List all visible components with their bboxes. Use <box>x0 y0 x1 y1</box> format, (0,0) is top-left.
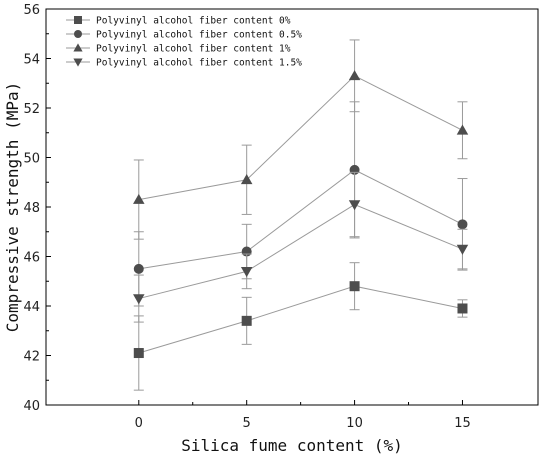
data-point <box>133 193 145 204</box>
legend: Polyvinyl alcohol fiber content 0% Polyvi… <box>66 16 302 69</box>
data-point <box>240 267 253 278</box>
y-tick-label: 44 <box>23 300 40 315</box>
y-tick-label: 50 <box>23 152 40 167</box>
data-point <box>456 124 469 135</box>
data-point <box>240 174 253 185</box>
legend-marker <box>74 30 82 38</box>
data-point <box>457 219 468 230</box>
series-1 <box>133 101 468 307</box>
legend-label: Polyvinyl alcohol fiber content 1.5% <box>96 58 302 69</box>
y-tick-label: 56 <box>23 3 40 18</box>
series-2 <box>133 39 469 240</box>
data-point <box>456 244 469 255</box>
series-line <box>138 75 463 201</box>
data-point <box>133 263 144 274</box>
x-tick-label: 15 <box>454 416 471 431</box>
series-3 <box>133 171 469 323</box>
legend-marker <box>74 16 82 24</box>
x-axis-title: Silica fume content (%) <box>181 436 403 455</box>
x-tick-label: 0 <box>135 416 143 431</box>
y-tick-label: 54 <box>23 53 40 68</box>
y-tick-label: 46 <box>23 251 40 266</box>
series-line <box>138 203 463 300</box>
data-point <box>349 281 360 292</box>
data-point <box>241 315 252 326</box>
legend-label: Polyvinyl alcohol fiber content 0.5% <box>96 30 302 41</box>
series-0 <box>133 262 468 391</box>
series-line <box>138 285 463 354</box>
series-line <box>138 169 463 270</box>
y-tick-label: 52 <box>23 102 40 117</box>
data-point <box>348 70 361 81</box>
legend-marker <box>73 58 83 67</box>
y-tick-label: 40 <box>23 399 40 414</box>
data-point <box>133 348 144 359</box>
legend-label: Polyvinyl alcohol fiber content 0% <box>96 16 291 27</box>
legend-label: Polyvinyl alcohol fiber content 1% <box>96 44 291 55</box>
y-axis-title: Compressive strength (MPa) <box>3 82 22 332</box>
data-point <box>348 200 361 211</box>
data-point <box>133 294 145 305</box>
y-tick-label: 42 <box>23 350 40 365</box>
legend-marker <box>73 43 83 52</box>
x-tick-label: 5 <box>243 416 251 431</box>
data-point <box>457 303 468 314</box>
y-tick-label: 48 <box>23 201 40 216</box>
x-tick-label: 10 <box>346 416 363 431</box>
